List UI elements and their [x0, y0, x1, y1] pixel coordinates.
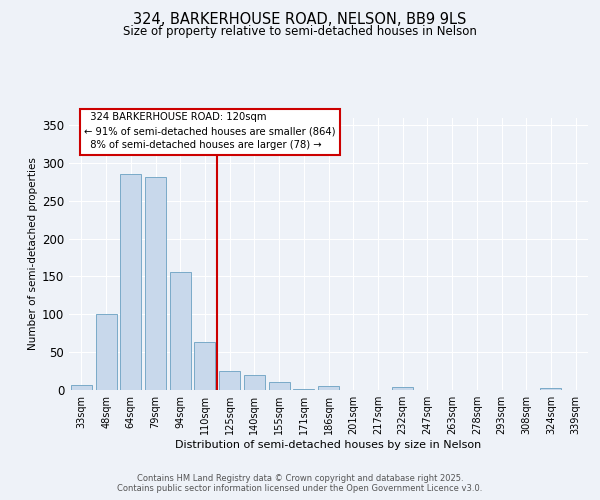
- Bar: [293, 389, 314, 390]
- Bar: [392, 387, 413, 390]
- X-axis label: Distribution of semi-detached houses by size in Nelson: Distribution of semi-detached houses by …: [175, 440, 482, 450]
- Bar: [71, 384, 92, 390]
- Bar: [170, 272, 191, 390]
- Bar: [219, 371, 240, 390]
- Bar: [244, 375, 265, 390]
- Text: 324, BARKERHOUSE ROAD, NELSON, BB9 9LS: 324, BARKERHOUSE ROAD, NELSON, BB9 9LS: [133, 12, 467, 28]
- Bar: [269, 382, 290, 390]
- Bar: [194, 342, 215, 390]
- Y-axis label: Number of semi-detached properties: Number of semi-detached properties: [28, 158, 38, 350]
- Bar: [145, 176, 166, 390]
- Text: 324 BARKERHOUSE ROAD: 120sqm
← 91% of semi-detached houses are smaller (864)
  8: 324 BARKERHOUSE ROAD: 120sqm ← 91% of se…: [84, 112, 335, 150]
- Text: Size of property relative to semi-detached houses in Nelson: Size of property relative to semi-detach…: [123, 25, 477, 38]
- Bar: [120, 174, 141, 390]
- Bar: [318, 386, 339, 390]
- Bar: [95, 314, 116, 390]
- Text: Contains public sector information licensed under the Open Government Licence v3: Contains public sector information licen…: [118, 484, 482, 493]
- Bar: [541, 388, 562, 390]
- Text: Contains HM Land Registry data © Crown copyright and database right 2025.: Contains HM Land Registry data © Crown c…: [137, 474, 463, 483]
